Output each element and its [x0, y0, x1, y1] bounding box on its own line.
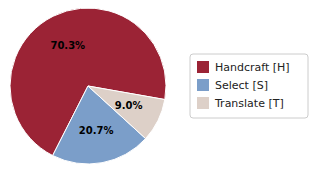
legend-label: Select [S]	[215, 79, 268, 92]
data-label: 9.0%	[115, 100, 143, 111]
legend-swatch	[197, 79, 209, 91]
chart-container: 70.3% 20.7% 9.0% Handcraft [H] Select [S] Tra…	[0, 0, 334, 172]
legend-frame	[190, 54, 308, 118]
legend-swatch	[197, 61, 209, 73]
data-label: 70.3%	[50, 40, 85, 51]
data-labels: 70.3% 20.7% 9.0%	[50, 40, 142, 136]
pie-slice	[10, 8, 166, 156]
legend-swatch	[197, 97, 209, 109]
legend-label: Translate [T]	[214, 97, 284, 110]
chart: 70.3% 20.7% 9.0% Handcraft [H] Select [S] Tra…	[0, 0, 334, 172]
legend-label: Handcraft [H]	[215, 61, 290, 74]
legend: Handcraft [H] Select [S] Translate [T]	[190, 54, 308, 118]
slices	[10, 8, 166, 164]
data-label: 20.7%	[79, 125, 114, 136]
